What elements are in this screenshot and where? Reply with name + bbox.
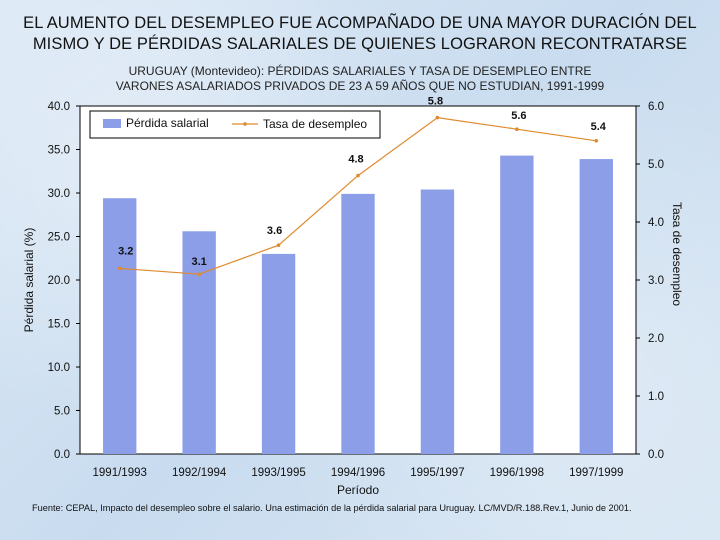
- y2-axis-title: Tasa de desempleo: [670, 202, 684, 306]
- left-tick-label: 30.0: [48, 188, 70, 200]
- line-point: [515, 127, 519, 131]
- data-label: 4.8: [348, 154, 363, 166]
- slide-title: EL AUMENTO DEL DESEMPLEO FUE ACOMPAÑADO …: [0, 13, 720, 55]
- x-tick-label: 1992/1994: [172, 467, 227, 479]
- x-tick-label: 1997/1999: [569, 467, 623, 479]
- right-tick-label: 2.0: [648, 333, 664, 345]
- line-point: [594, 139, 599, 143]
- left-tick-label: 0.0: [54, 449, 70, 461]
- bar-perdida-salarial: [103, 198, 137, 454]
- x-tick-label: 1995/1997: [410, 467, 464, 479]
- line-point: [356, 173, 360, 178]
- left-tick-label: 35.0: [48, 145, 70, 157]
- line-point: [117, 266, 122, 271]
- legend-label-perdida: Pérdida salarial: [126, 116, 209, 130]
- legend-label-tasa: Tasa de desempleo: [263, 117, 367, 131]
- data-label: 3.2: [118, 245, 133, 257]
- left-tick-label: 10.0: [48, 362, 70, 374]
- legend-bar-swatch: [103, 119, 121, 128]
- bar-perdida-salarial: [579, 159, 613, 454]
- data-label: 3.6: [267, 225, 282, 237]
- left-tick-label: 25.0: [48, 232, 70, 244]
- line-point: [276, 243, 281, 247]
- right-tick-label: 5.0: [648, 159, 664, 171]
- left-tick-label: 40.0: [48, 101, 70, 113]
- bar-perdida-salarial: [182, 231, 216, 454]
- subtitle-line-2: VARONES ASALARIADOS PRIVADOS DE 23 A 59 …: [115, 79, 605, 93]
- chart-subtitle: URUGUAY (Montevideo): PÉRDIDAS SALARIALE…: [0, 64, 720, 94]
- left-tick-label: 15.0: [48, 319, 70, 331]
- title-line-1: EL AUMENTO DEL DESEMPLEO FUE ACOMPAÑADO …: [23, 14, 697, 32]
- right-tick-label: 0.0: [648, 449, 664, 461]
- data-label: 5.6: [511, 110, 526, 122]
- line-point: [435, 115, 440, 120]
- line-point: [197, 272, 201, 277]
- y-axis-title: Pérdida salarial (%): [22, 228, 36, 333]
- legend-line-marker: [243, 122, 247, 126]
- source-note: Fuente: CEPAL, Impacto del desempleo sob…: [32, 503, 632, 513]
- left-tick-label: 5.0: [54, 406, 70, 418]
- x-tick-label: 1996/1998: [490, 467, 544, 479]
- x-tick-label: 1994/1996: [331, 467, 385, 479]
- right-tick-label: 3.0: [648, 275, 664, 287]
- left-tick-label: 20.0: [48, 275, 70, 287]
- x-tick-label: 1991/1993: [93, 467, 147, 479]
- right-tick-label: 1.0: [648, 391, 664, 403]
- bar-perdida-salarial: [341, 193, 375, 454]
- bar-perdida-salarial: [261, 253, 296, 454]
- right-tick-label: 4.0: [648, 217, 664, 229]
- title-line-2: MISMO Y DE PÉRDIDAS SALARIALES DE QUIENE…: [32, 35, 688, 53]
- bar-perdida-salarial: [420, 189, 455, 454]
- subtitle-line-1: URUGUAY (Montevideo): PÉRDIDAS SALARIALE…: [128, 64, 592, 78]
- bar-perdida-salarial: [500, 155, 534, 454]
- x-tick-label: 1993/1995: [251, 467, 305, 479]
- x-axis-title: Período: [337, 483, 379, 497]
- data-label: 5.8: [428, 96, 443, 108]
- right-tick-label: 6.0: [648, 101, 664, 113]
- data-label: 5.4: [591, 121, 607, 133]
- data-label: 3.1: [191, 256, 206, 268]
